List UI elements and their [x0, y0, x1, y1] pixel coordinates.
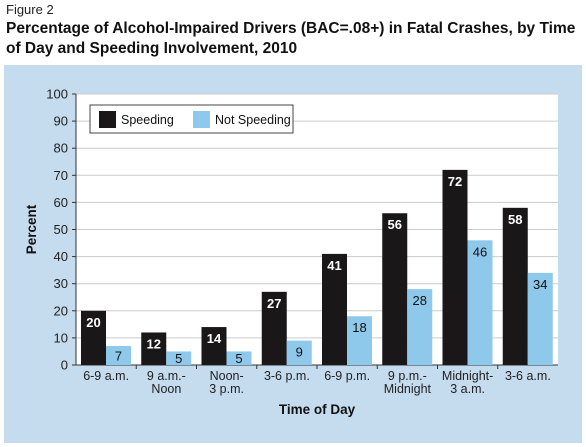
speeding-value-label: 58	[508, 212, 522, 227]
x-tick-label: 6-9 a.m.	[83, 369, 129, 383]
y-tick-label: 0	[61, 358, 68, 373]
x-tick-label: 3 p.m.	[209, 382, 244, 396]
not-speeding-bar	[467, 240, 493, 365]
y-tick-label: 60	[54, 195, 68, 210]
speeding-bar	[141, 332, 167, 365]
not-speeding-bar	[527, 272, 553, 365]
not-speeding-bar	[347, 316, 372, 365]
y-tick-label: 30	[54, 276, 68, 291]
x-tick-label: Noon-	[210, 369, 244, 383]
y-tick-label: 70	[54, 168, 68, 183]
not-speeding-value-label: 5	[235, 351, 242, 366]
speeding-value-label: 72	[448, 174, 462, 189]
chart-header: Figure 2 Percentage of Alcohol-Impaired …	[6, 2, 582, 59]
speeding-bar	[442, 169, 468, 365]
y-tick-label: 90	[54, 114, 68, 129]
speeding-value-label: 56	[388, 217, 402, 232]
not-speeding-bar	[226, 351, 252, 365]
not-speeding-bar	[407, 289, 433, 365]
not-speeding-value-label: 7	[115, 349, 122, 364]
speeding-value-label: 14	[207, 331, 222, 346]
y-tick-label: 80	[54, 141, 68, 156]
speeding-bar	[382, 213, 408, 365]
x-tick-label: Noon	[151, 382, 181, 396]
x-tick-label: 9 p.m.-	[388, 369, 427, 383]
legend-label-not-speeding: Not Speeding	[215, 113, 291, 127]
not-speeding-value-label: 9	[296, 345, 303, 360]
x-axis-title: Time of Day	[279, 402, 356, 417]
chart-title: Percentage of Alcohol-Impaired Drivers (…	[6, 20, 576, 57]
x-tick-label: 3-6 a.m.	[505, 369, 551, 383]
legend-label-speeding: Speeding	[121, 113, 174, 127]
speeding-value-label: 20	[86, 315, 100, 330]
x-tick-label: 3 a.m.	[450, 382, 485, 396]
speeding-bar	[261, 291, 287, 365]
speeding-bar	[322, 253, 347, 365]
legend	[89, 104, 294, 134]
y-tick-label: 10	[54, 330, 68, 345]
legend-swatch-not-speeding	[193, 111, 210, 128]
speeding-value-label: 27	[267, 296, 281, 311]
x-tick-label: 9 a.m.-	[147, 369, 186, 383]
not-speeding-value-label: 34	[533, 277, 547, 292]
not-speeding-value-label: 46	[473, 244, 487, 259]
speeding-value-label: 41	[327, 258, 341, 273]
not-speeding-bar	[286, 340, 312, 365]
not-speeding-value-label: 5	[175, 351, 182, 366]
speeding-value-label: 12	[147, 336, 161, 351]
not-speeding-bar	[166, 351, 192, 365]
speeding-bar	[502, 207, 528, 365]
y-tick-label: 100	[46, 87, 68, 102]
legend-swatch-speeding	[99, 111, 116, 128]
x-tick-label: Midnight	[384, 382, 432, 396]
speeding-bar	[201, 327, 227, 365]
x-tick-label: Midnight-	[442, 369, 493, 383]
not-speeding-value-label: 28	[413, 293, 427, 308]
x-tick-label: 6-9 p.m.	[324, 369, 370, 383]
y-tick-label: 50	[54, 222, 68, 237]
speeding-bar	[81, 310, 106, 365]
x-tick-label: 3-6 p.m.	[264, 369, 310, 383]
y-tick-label: 40	[54, 249, 68, 264]
not-speeding-bar	[106, 346, 131, 365]
y-tick-label: 20	[54, 303, 68, 318]
figure-label: Figure 2	[6, 2, 54, 17]
y-axis-title: Percent	[24, 204, 39, 254]
not-speeding-value-label: 18	[352, 320, 366, 335]
